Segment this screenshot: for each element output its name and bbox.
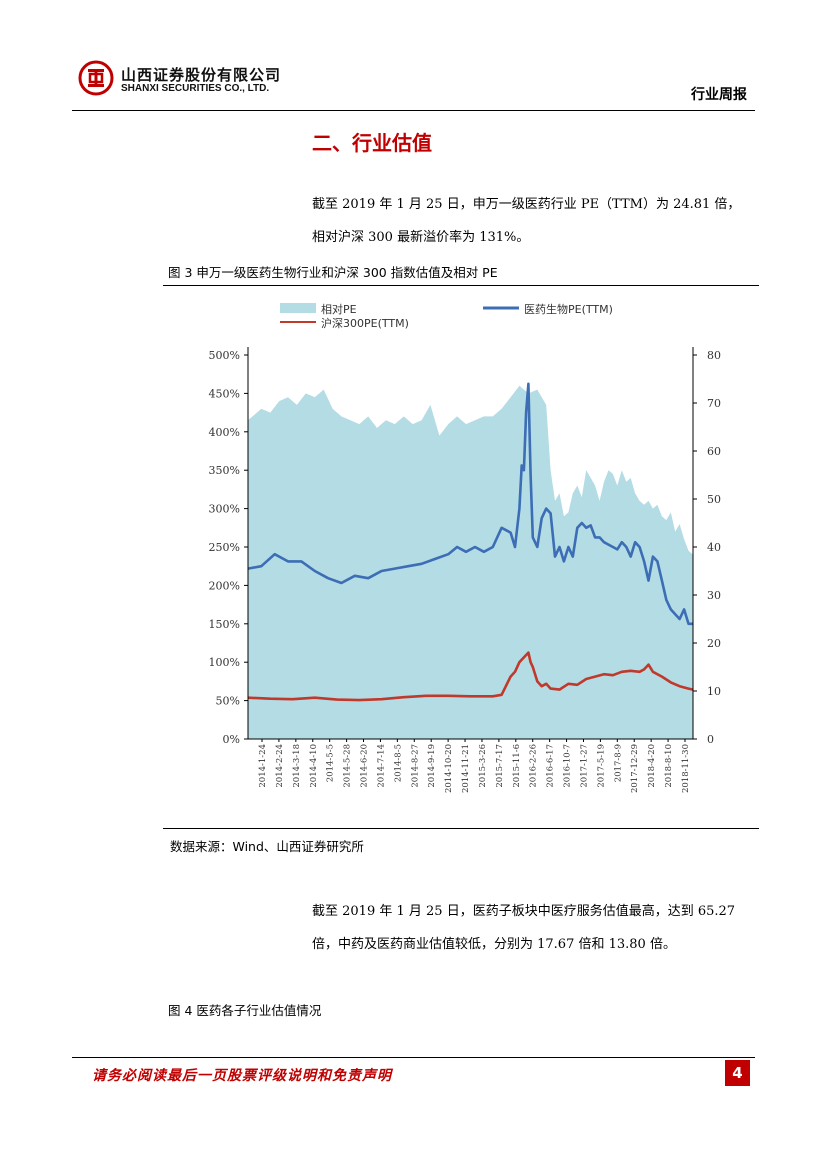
x-tick-label: 2014-10-20 — [444, 744, 454, 793]
company-logo — [78, 60, 114, 96]
legend-label-hs300-pe: 沪深300PE(TTM) — [321, 316, 409, 330]
figure-3-source: 数据来源：Wind、山西证券研究所 — [170, 839, 364, 854]
legend-swatch-relative-pe — [280, 303, 316, 313]
x-tick-label: 2014-1-24 — [258, 744, 268, 788]
x-tick-label: 2015-7-17 — [495, 744, 505, 788]
x-tick-label: 2017-1-27 — [579, 744, 589, 788]
x-tick-label: 2016-10-7 — [563, 744, 573, 788]
y-right-tick-label: 60 — [707, 445, 721, 458]
report-type: 行业周报 — [691, 87, 747, 103]
disclaimer: 请务必阅读最后一页股票评级说明和免责声明 — [92, 1068, 392, 1084]
x-tick-label: 2014-5-5 — [326, 744, 336, 782]
paragraph-subsector: 截至 2019 年 1 月 25 日，医药子板块中医疗服务估值最高，达到 65.… — [312, 895, 757, 961]
x-tick-label: 2014-8-27 — [410, 744, 420, 788]
x-tick-label: 2017-12-29 — [630, 744, 640, 793]
figure-4-caption: 图 4 医药各子行业估值情况 — [168, 1003, 322, 1018]
series-relative-pe-area — [248, 385, 693, 739]
figure-bottom-rule — [163, 828, 759, 829]
x-tick-label: 2014-3-18 — [292, 744, 302, 788]
x-tick-label: 2017-5-19 — [596, 744, 606, 788]
series-hs300-pe-line — [247, 651, 694, 702]
series-pharma-pe-line — [247, 382, 693, 626]
x-tick-label: 2017-8-9 — [613, 744, 623, 782]
paragraph-line: 截至 2019 年 1 月 25 日，申万一级医药行业 PE（TTM）为 24.… — [312, 197, 741, 212]
y-left-tick-label: 500% — [209, 349, 240, 362]
y-right-tick-label: 10 — [707, 685, 721, 698]
y-right-tick-label: 30 — [707, 589, 721, 602]
page-number: 4 — [725, 1060, 750, 1086]
paragraph-line: 倍，中药及医药商业估值较低，分别为 17.67 倍和 13.80 倍。 — [312, 937, 676, 952]
y-right-tick-label: 0 — [707, 733, 714, 746]
x-tick-label: 2014-4-10 — [309, 744, 319, 788]
y-left-tick-label: 100% — [209, 656, 240, 669]
paragraph-line: 截至 2019 年 1 月 25 日，医药子板块中医疗服务估值最高，达到 65.… — [312, 904, 736, 919]
legend-label-pharma-pe: 医药生物PE(TTM) — [524, 302, 613, 316]
figure-3-caption: 图 3 申万一级医药生物行业和沪深 300 指数估值及相对 PE — [168, 265, 498, 280]
x-tick-label: 2016-6-17 — [546, 744, 556, 788]
x-tick-label: 2014-8-5 — [393, 744, 403, 782]
x-tick-label: 2014-7-14 — [376, 744, 386, 788]
company-name-cn: 山西证券股份有限公司 — [121, 66, 282, 84]
y-right-tick-label: 80 — [707, 349, 721, 362]
x-tick-label: 2018-8-10 — [664, 744, 674, 788]
x-tick-label: 2015-11-6 — [512, 744, 522, 788]
y-right-tick-label: 20 — [707, 637, 721, 650]
header-divider — [72, 110, 755, 111]
x-tick-label: 2015-3-26 — [478, 744, 488, 788]
y-right-tick-label: 40 — [707, 541, 721, 554]
figure-top-rule — [163, 285, 759, 286]
y-left-tick-label: 300% — [209, 503, 240, 516]
x-tick-label: 2016-2-26 — [529, 744, 539, 788]
y-left-tick-label: 450% — [209, 387, 240, 400]
y-left-tick-label: 200% — [209, 579, 240, 592]
x-tick-label: 2014-11-21 — [461, 744, 471, 793]
x-tick-label: 2014-2-24 — [275, 744, 285, 788]
x-tick-label: 2014-9-19 — [427, 744, 437, 788]
y-left-tick-label: 400% — [209, 426, 240, 439]
legend-label-relative-pe: 相对PE — [321, 302, 357, 316]
paragraph-line: 相对沪深 300 最新溢价率为 131%。 — [312, 230, 530, 245]
paragraph-valuation: 截至 2019 年 1 月 25 日，申万一级医药行业 PE（TTM）为 24.… — [312, 188, 757, 254]
y-left-tick-label: 150% — [209, 618, 240, 631]
section-title: 二、行业估值 — [312, 131, 432, 155]
y-left-tick-label: 50% — [216, 695, 240, 708]
company-name-en: SHANXI SECURITIES CO., LTD. — [121, 83, 270, 94]
y-left-tick-label: 250% — [209, 541, 240, 554]
y-right-tick-label: 70 — [707, 397, 721, 410]
y-left-tick-label: 0% — [223, 733, 240, 746]
x-tick-label: 2014-6-20 — [360, 744, 370, 788]
y-left-tick-label: 350% — [209, 464, 240, 477]
y-right-tick-label: 50 — [707, 493, 721, 506]
footer-divider — [72, 1057, 755, 1058]
x-tick-label: 2014-5-28 — [343, 744, 353, 788]
x-tick-label: 2018-4-20 — [647, 744, 657, 788]
pe-chart: 0%50%100%150%200%250%300%350%400%450%500… — [209, 302, 721, 793]
x-tick-label: 2018-11-30 — [681, 744, 691, 793]
